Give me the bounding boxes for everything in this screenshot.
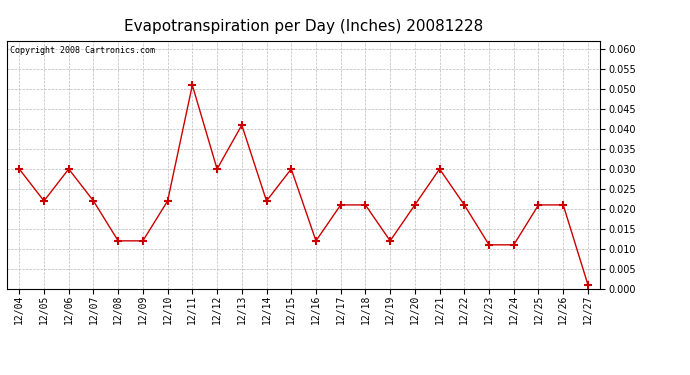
Text: Copyright 2008 Cartronics.com: Copyright 2008 Cartronics.com — [10, 46, 155, 55]
Text: Evapotranspiration per Day (Inches) 20081228: Evapotranspiration per Day (Inches) 2008… — [124, 19, 483, 34]
